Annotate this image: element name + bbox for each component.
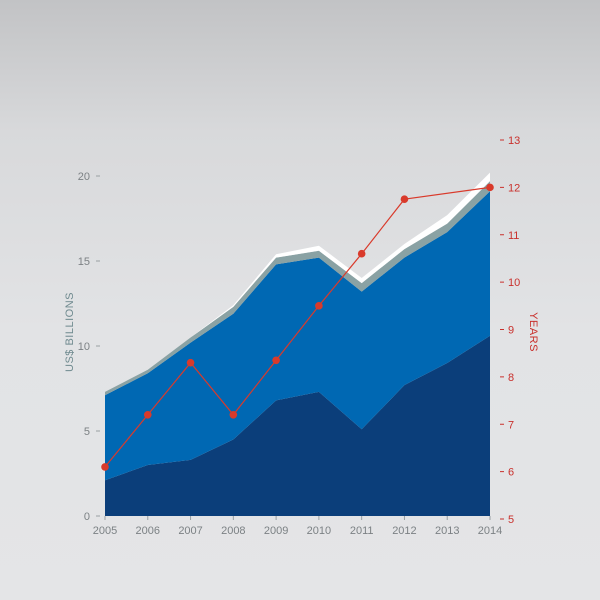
x-tick-label: 2014	[478, 525, 502, 537]
x-tick-label: 2012	[392, 525, 416, 537]
line-point	[486, 183, 494, 192]
axes: 0 5 10 15 20 2005 2006 2007 2008 2009 2010 2011 2012…	[78, 135, 521, 537]
line-point	[143, 410, 152, 419]
y-tick-label: 15	[78, 256, 90, 268]
y2-tick-label: 13	[508, 135, 520, 147]
y-tick-label: 5	[84, 426, 90, 438]
line-point	[186, 358, 195, 367]
area-layers	[105, 172, 490, 516]
line-layer	[101, 183, 494, 471]
y-axis-label: US$ BILLIONS	[64, 292, 76, 372]
y2-tick-label: 8	[508, 372, 514, 384]
line-point	[272, 356, 280, 365]
y2-tick-label: 12	[508, 182, 520, 194]
y-tick-label: 10	[78, 341, 90, 353]
line-point	[400, 195, 409, 204]
x-tick-label: 2006	[136, 525, 160, 537]
y2-tick-label: 5	[508, 514, 514, 526]
y-tick-label: 20	[78, 171, 90, 183]
y2-tick-label: 6	[508, 467, 514, 479]
x-tick-label: 2010	[307, 525, 331, 537]
y2-tick-label: 10	[508, 277, 520, 289]
area-series-1	[105, 335, 490, 516]
line-point	[315, 302, 323, 310]
y-tick-label: 0	[84, 511, 90, 523]
x-tick-label: 2009	[264, 525, 288, 537]
y2-axis-label: YEARS	[527, 312, 539, 352]
y2-tick-label: 11	[508, 230, 519, 242]
area-series-3	[105, 181, 490, 396]
y2-tick-label: 9	[508, 325, 514, 337]
x-tick-label: 2007	[178, 525, 202, 537]
line-point	[357, 249, 366, 258]
x-tick-label: 2008	[221, 525, 245, 537]
y2-tick-label: 7	[508, 419, 514, 431]
line-point	[229, 410, 238, 419]
x-tick-label: 2011	[350, 525, 374, 537]
x-tick-label: 2013	[435, 525, 459, 537]
x-tick-label: 2005	[93, 525, 117, 537]
area-series-2	[105, 191, 490, 481]
line-point	[101, 463, 109, 471]
